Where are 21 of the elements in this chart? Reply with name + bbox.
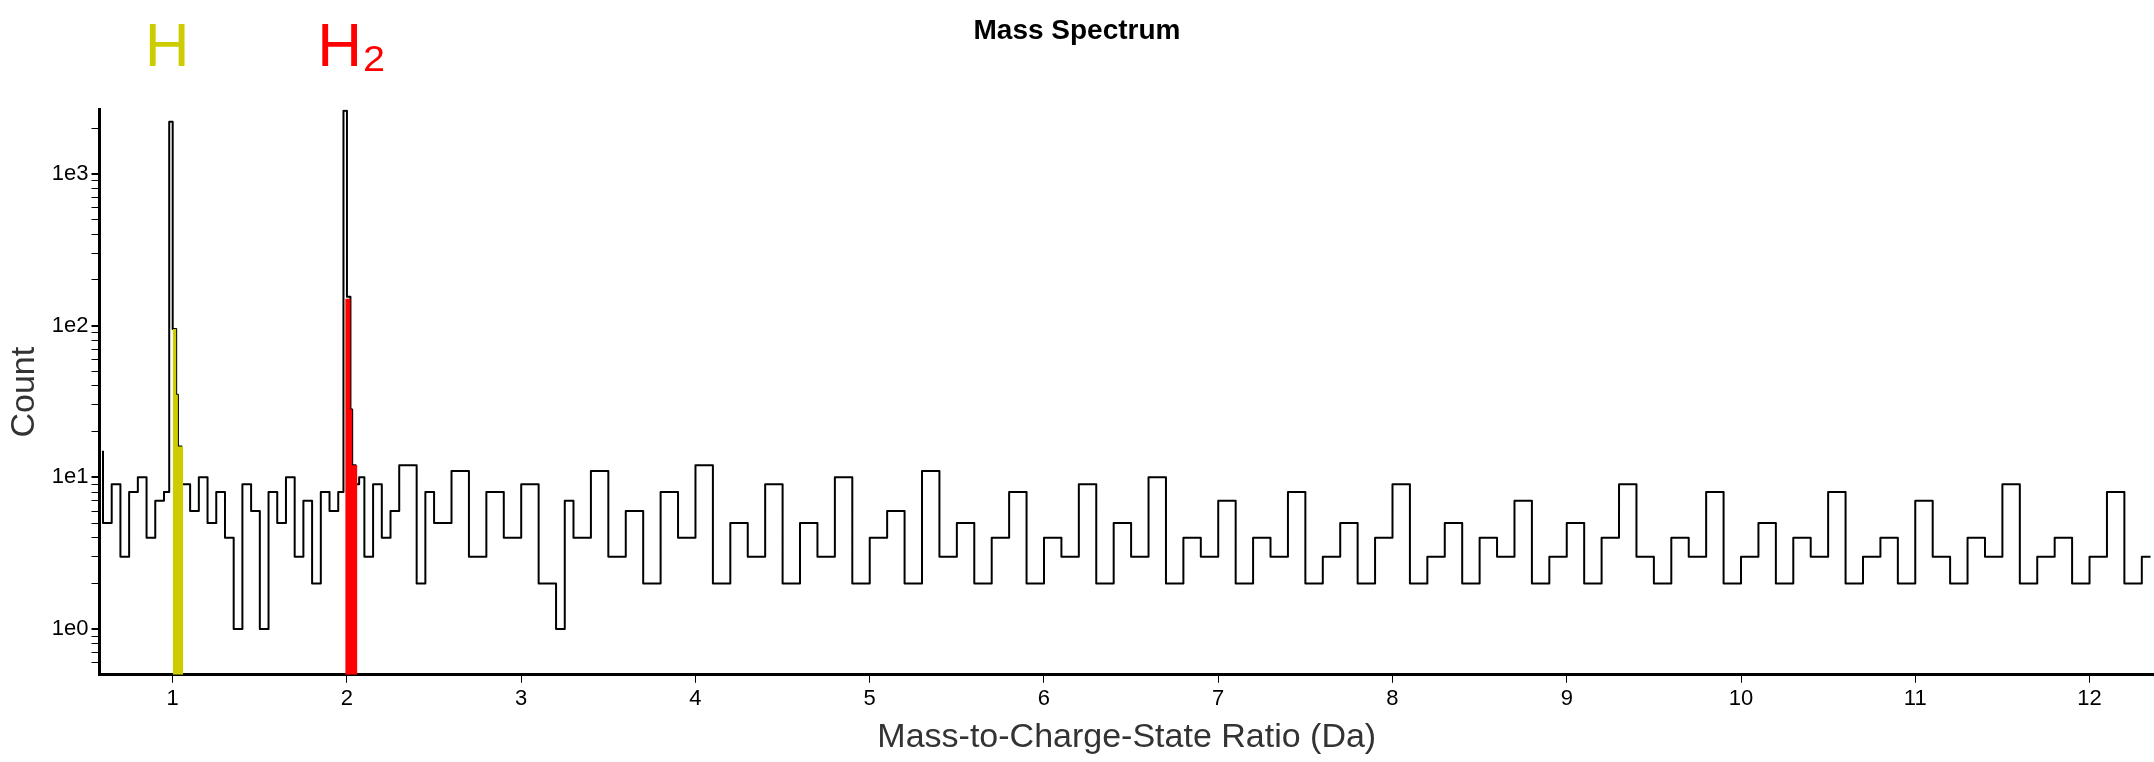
x-tick-label: 12 — [2077, 685, 2102, 711]
x-tick-label: 8 — [1386, 685, 1399, 711]
x-tick-label: 3 — [515, 685, 528, 711]
y-tick-label: 1e1 — [51, 463, 89, 489]
y-tick-label: 1e0 — [51, 615, 89, 641]
x-tick-label: 11 — [1903, 685, 1927, 711]
chart-title: Mass Spectrum — [973, 13, 1181, 45]
x-tick-label: 7 — [1212, 685, 1225, 711]
text: H₂ — [317, 10, 387, 79]
y-tick-label: 1e3 — [51, 159, 89, 185]
y-axis-title: Count — [2, 346, 41, 438]
x-tick-label: 10 — [1728, 685, 1754, 711]
x-tick-label: 6 — [1037, 685, 1051, 711]
x-tick-label: 9 — [1560, 685, 1573, 711]
x-tick-label: 1 — [166, 685, 179, 711]
x-tick-label: 2 — [340, 685, 354, 711]
y-tick-label: 1e2 — [51, 311, 89, 337]
x-axis-title: Mass-to-Charge-State Ratio (Da) — [877, 715, 1377, 754]
text: H — [144, 10, 190, 79]
x-tick-label: 4 — [689, 685, 702, 711]
x-tick-label: 5 — [863, 685, 876, 711]
